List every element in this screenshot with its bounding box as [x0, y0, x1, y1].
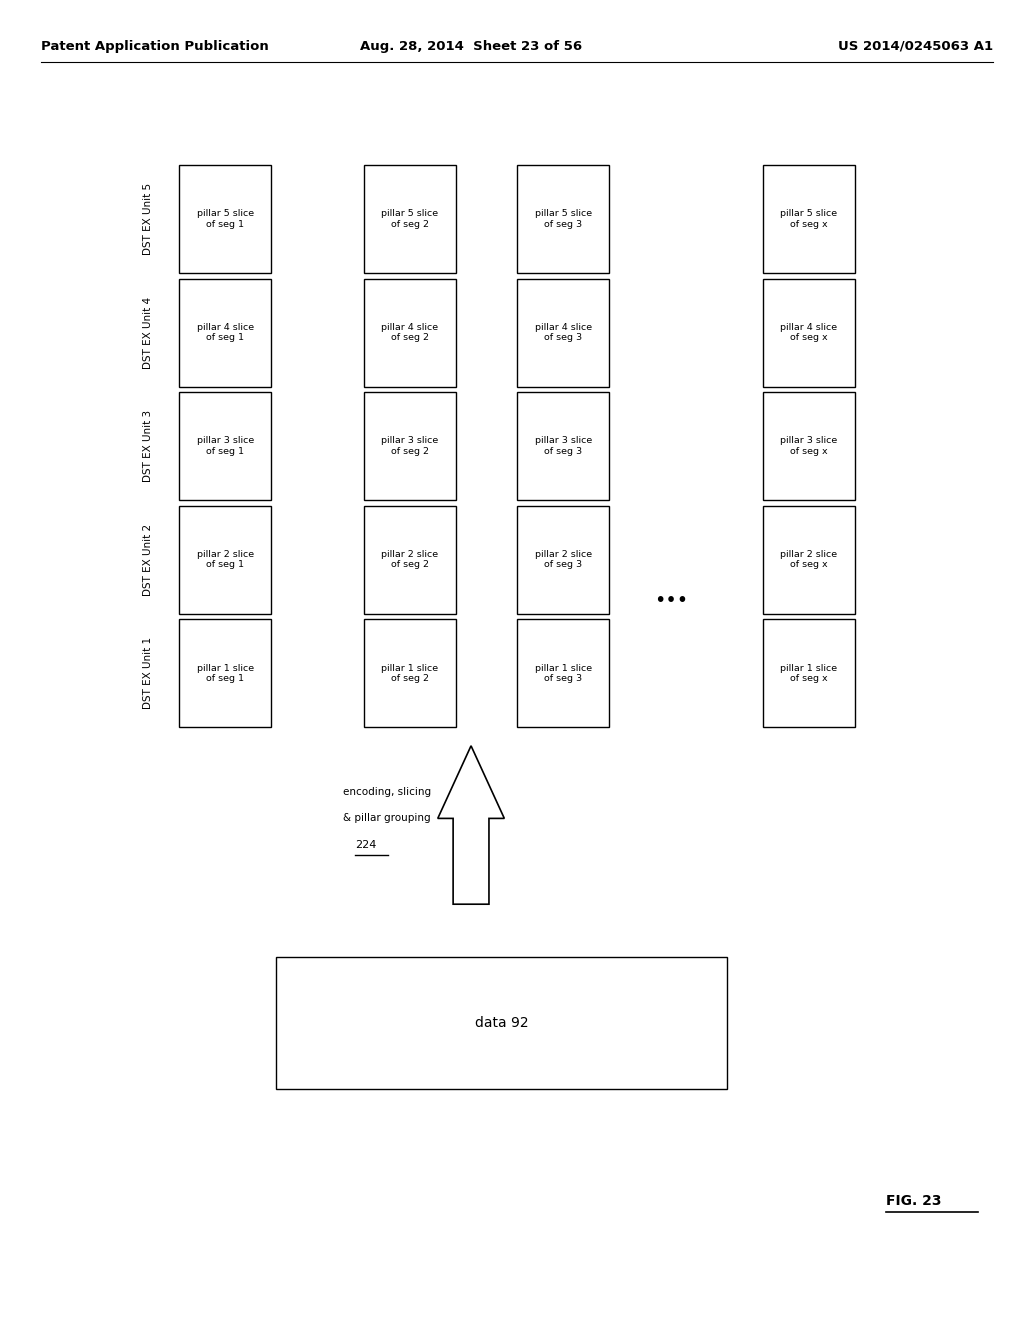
Text: pillar 5 slice
of seg x: pillar 5 slice of seg x [780, 210, 838, 228]
Text: •••: ••• [653, 591, 688, 610]
Text: pillar 2 slice
of seg 1: pillar 2 slice of seg 1 [197, 550, 254, 569]
Text: pillar 2 slice
of seg 2: pillar 2 slice of seg 2 [381, 550, 438, 569]
Text: & pillar grouping: & pillar grouping [343, 813, 431, 824]
Text: FIG. 23: FIG. 23 [886, 1195, 941, 1208]
Bar [763, 619, 855, 727]
Bar [179, 165, 271, 273]
Text: DST EX Unit 5: DST EX Unit 5 [143, 183, 154, 255]
Text: Aug. 28, 2014  Sheet 23 of 56: Aug. 28, 2014 Sheet 23 of 56 [360, 40, 582, 53]
Text: pillar 1 slice
of seg 3: pillar 1 slice of seg 3 [535, 664, 592, 682]
Bar [517, 279, 609, 387]
Bar [179, 392, 271, 500]
Bar [763, 279, 855, 387]
Text: DST EX Unit 1: DST EX Unit 1 [143, 638, 154, 709]
Text: DST EX Unit 4: DST EX Unit 4 [143, 297, 154, 368]
Text: pillar 3 slice
of seg 2: pillar 3 slice of seg 2 [381, 437, 438, 455]
Bar [763, 165, 855, 273]
Text: pillar 3 slice
of seg 1: pillar 3 slice of seg 1 [197, 437, 254, 455]
Text: DST EX Unit 3: DST EX Unit 3 [143, 411, 154, 482]
Text: pillar 1 slice
of seg 1: pillar 1 slice of seg 1 [197, 664, 254, 682]
Polygon shape [438, 746, 505, 904]
Text: DST EX Unit 2: DST EX Unit 2 [143, 524, 154, 595]
Bar [763, 506, 855, 614]
Bar [364, 165, 456, 273]
Text: data 92: data 92 [475, 1016, 528, 1030]
Bar [517, 506, 609, 614]
Bar [179, 279, 271, 387]
Bar [179, 506, 271, 614]
Text: pillar 1 slice
of seg 2: pillar 1 slice of seg 2 [381, 664, 438, 682]
Text: 224: 224 [355, 840, 377, 850]
Text: Patent Application Publication: Patent Application Publication [41, 40, 268, 53]
Text: pillar 2 slice
of seg x: pillar 2 slice of seg x [780, 550, 838, 569]
Bar [364, 392, 456, 500]
Text: pillar 3 slice
of seg 3: pillar 3 slice of seg 3 [535, 437, 592, 455]
Text: pillar 4 slice
of seg 2: pillar 4 slice of seg 2 [381, 323, 438, 342]
Bar [364, 619, 456, 727]
Text: pillar 5 slice
of seg 2: pillar 5 slice of seg 2 [381, 210, 438, 228]
Text: pillar 4 slice
of seg x: pillar 4 slice of seg x [780, 323, 838, 342]
Text: pillar 5 slice
of seg 1: pillar 5 slice of seg 1 [197, 210, 254, 228]
Text: pillar 4 slice
of seg 3: pillar 4 slice of seg 3 [535, 323, 592, 342]
Text: pillar 2 slice
of seg 3: pillar 2 slice of seg 3 [535, 550, 592, 569]
Bar [763, 392, 855, 500]
Text: pillar 4 slice
of seg 1: pillar 4 slice of seg 1 [197, 323, 254, 342]
Bar [179, 619, 271, 727]
Text: pillar 3 slice
of seg x: pillar 3 slice of seg x [780, 437, 838, 455]
Text: pillar 5 slice
of seg 3: pillar 5 slice of seg 3 [535, 210, 592, 228]
Bar [517, 619, 609, 727]
Text: pillar 1 slice
of seg x: pillar 1 slice of seg x [780, 664, 838, 682]
Bar [364, 506, 456, 614]
Bar [517, 165, 609, 273]
Bar [276, 957, 727, 1089]
Bar [364, 279, 456, 387]
Bar [517, 392, 609, 500]
Text: US 2014/0245063 A1: US 2014/0245063 A1 [839, 40, 993, 53]
Text: encoding, slicing: encoding, slicing [343, 787, 431, 797]
